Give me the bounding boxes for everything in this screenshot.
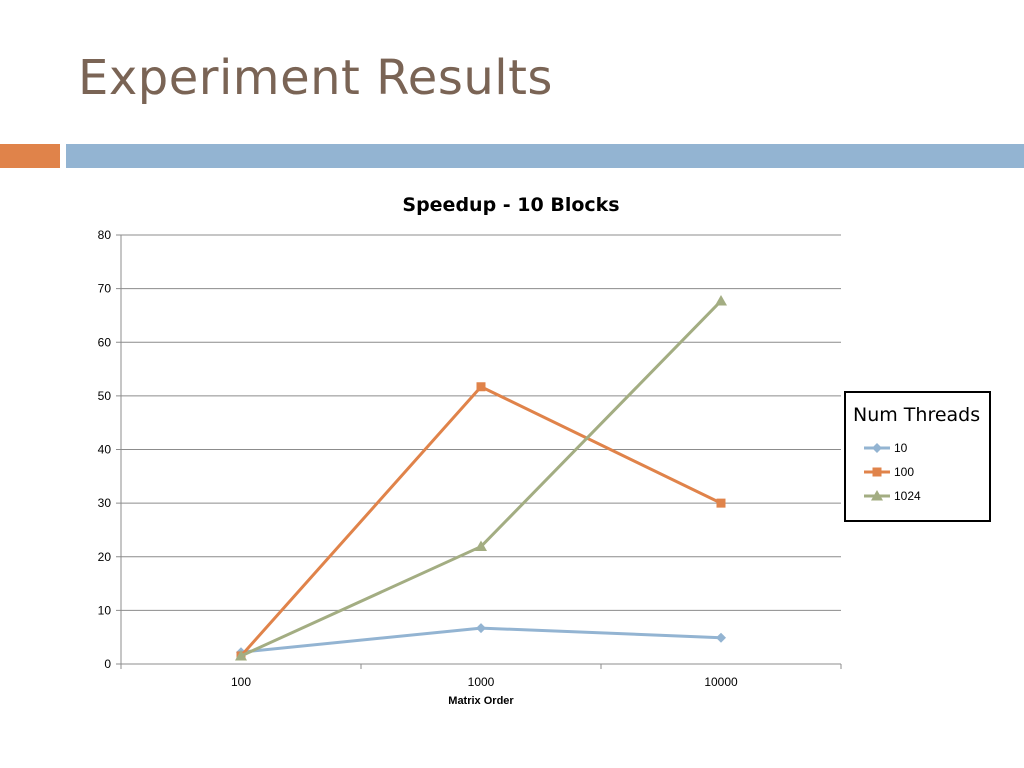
y-tick-label: 40	[98, 443, 112, 457]
legend-title: Num Threads	[853, 404, 980, 426]
legend-marker	[872, 467, 882, 477]
legend: Num Threads 10 100 1024	[844, 391, 991, 522]
legend-box	[844, 391, 991, 522]
x-tick-label: 1000	[468, 675, 495, 689]
data-point-1024-1000	[475, 540, 487, 552]
x-tick-label: 10000	[704, 675, 738, 689]
legend-label: 100	[894, 465, 914, 479]
y-tick-label: 60	[98, 335, 112, 349]
legend-label: 10	[894, 441, 908, 455]
y-tick-label: 20	[98, 550, 112, 564]
series-1024	[235, 294, 727, 661]
data-point-10-10000	[716, 632, 726, 643]
series-group	[235, 294, 727, 661]
y-tick-label: 0	[104, 657, 111, 671]
legend-entry-10: 10	[864, 441, 908, 455]
data-point-100-10000	[716, 498, 726, 508]
x-axis-label: Matrix Order	[448, 695, 514, 707]
axes	[116, 234, 842, 669]
y-tick-label: 70	[98, 282, 112, 296]
accent-bar-blue	[66, 144, 1024, 168]
y-tick-labels: 0 10 20 30 40 50 60 70 80	[98, 228, 112, 671]
y-tick-label: 80	[98, 228, 112, 242]
legend-entry-1024: 1024	[864, 489, 921, 503]
series-line-100	[239, 385, 722, 657]
legend-marker	[871, 490, 883, 501]
series-line-1024	[240, 299, 723, 658]
legend-entry-100: 100	[864, 465, 914, 479]
data-point-1024-100	[235, 649, 247, 661]
y-tick-label: 30	[98, 496, 112, 510]
legend-marker	[872, 443, 882, 453]
data-point-10-1000	[476, 623, 486, 634]
slide-title: Experiment Results	[78, 50, 553, 106]
legend-label: 1024	[894, 489, 921, 503]
x-tick-label: 100	[231, 675, 251, 689]
series-10	[236, 623, 726, 658]
grid	[121, 234, 841, 611]
y-tick-label: 10	[98, 603, 112, 617]
y-tick-label: 50	[98, 389, 112, 403]
accent-bar-orange	[0, 144, 60, 168]
data-point-1024-10000	[715, 294, 727, 306]
chart-title: Speedup - 10 Blocks	[402, 194, 619, 216]
legend-entries: 10 100 1024	[864, 441, 921, 503]
series-100	[236, 382, 726, 661]
x-tick-labels: 100 1000 10000	[231, 675, 738, 689]
data-point-100-1000	[476, 382, 486, 392]
